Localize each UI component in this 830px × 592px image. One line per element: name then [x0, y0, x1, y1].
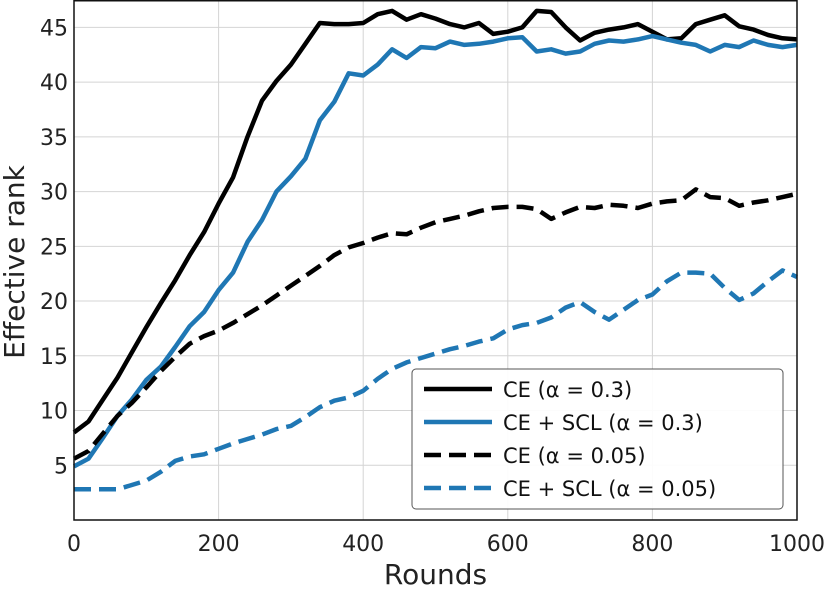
y-tick-label: 40 — [40, 71, 68, 96]
series-lines — [72, 8, 798, 492]
legend-label: CE + SCL (α = 0.3) — [503, 411, 703, 435]
legend-box — [411, 368, 784, 510]
series-line-4 — [74, 268, 798, 492]
x-tick-label: 800 — [631, 532, 673, 557]
x-tick-label: 600 — [487, 532, 529, 557]
x-tick-label: 200 — [198, 532, 240, 557]
x-tick-labels: 0 200 400 600 800 1000 — [67, 532, 825, 557]
series-line-3 — [72, 187, 798, 461]
x-axis-label: Rounds — [384, 558, 487, 591]
y-tick-labels: 5 10 15 20 25 30 35 40 45 — [40, 16, 68, 479]
y-tick-label: 20 — [40, 290, 68, 315]
series-line-1 — [72, 8, 798, 435]
plot-frame — [73, 0, 798, 521]
x-tick-label: 1000 — [769, 532, 825, 557]
y-tick-label: 25 — [40, 235, 68, 260]
series-line-2 — [72, 33, 798, 469]
x-tick-label: 400 — [342, 532, 384, 557]
legend-label: CE + SCL (α = 0.05) — [503, 477, 716, 501]
y-tick-label: 35 — [40, 126, 68, 151]
x-tick-label: 0 — [67, 532, 81, 557]
legend: CE (α = 0.3) CE + SCL (α = 0.3) CE (α = 0.… — [411, 368, 784, 510]
y-tick-label: 15 — [40, 345, 68, 370]
y-tick-label: 10 — [40, 400, 68, 425]
grid — [73, 0, 798, 520]
y-tick-label: 45 — [40, 16, 68, 41]
y-axis-label: Effective rank — [0, 164, 31, 358]
y-tick-label: 5 — [54, 454, 68, 479]
legend-label: CE (α = 0.3) — [503, 378, 632, 402]
legend-label: CE (α = 0.05) — [503, 444, 646, 468]
y-tick-label: 30 — [40, 181, 68, 206]
